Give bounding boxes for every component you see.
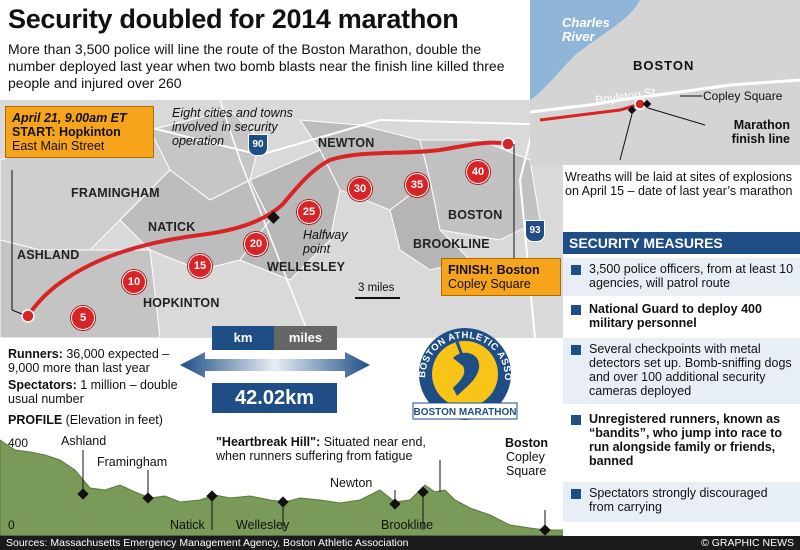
profile-wellesley: Wellesley <box>236 518 290 532</box>
wreaths-note: Wreaths will be laid at sites of explosi… <box>565 170 793 198</box>
spectators-text: Spectators: 1 million – double usual num… <box>8 378 178 406</box>
town-brookline: BROOKLINE <box>413 237 490 251</box>
profile-newton: Newton <box>330 476 373 490</box>
town-framingham: FRAMINGHAM <box>71 186 160 200</box>
heartbreak-note: "Heartbreak Hill": Situated near end, wh… <box>216 435 426 463</box>
town-boston: BOSTON <box>448 208 503 222</box>
profile-heading: PROFILE (Elevation in feet) <box>8 413 163 427</box>
eight-cities-note: Eight cities and towns involved in secur… <box>172 106 293 148</box>
mile-marker-25: 25 <box>297 200 321 224</box>
route-map-canvas <box>0 100 563 338</box>
baa-logo: BOSTON ATHLETIC ASSOCIATION BOSTON MARAT… <box>403 318 518 420</box>
measure-item: 3,500 police officers, from at least 10 … <box>563 258 800 296</box>
distance-value: 42.02km <box>212 383 337 413</box>
bullet-icon <box>571 415 581 425</box>
profile-y-bottom: 0 <box>8 518 15 532</box>
inset-map: Charles River BOSTON Boylston St. Copley… <box>530 0 800 165</box>
mile-marker-10: 10 <box>122 270 146 294</box>
profile-copley: Copley <box>506 450 545 464</box>
halfway-note: Halfway point <box>303 228 348 256</box>
footer-bar: Sources: Massachusetts Emergency Managem… <box>0 536 800 550</box>
bullet-icon <box>571 265 581 275</box>
measure-item: National Guard to deploy 400 military pe… <box>563 298 800 336</box>
start-callout: April 21, 9.00am ET START: Hopkinton Eas… <box>5 106 154 158</box>
elevation-profile <box>0 439 563 536</box>
security-measures-title: SECURITY MEASURES <box>563 232 800 254</box>
page-title: Security doubled for 2014 marathon <box>8 4 459 34</box>
bullet-icon <box>571 345 581 355</box>
profile-y-top: 400 <box>8 436 29 450</box>
credit-text: © GRAPHIC NEWS <box>701 537 794 549</box>
start-label: START: Hopkinton <box>12 125 121 139</box>
town-wellesley: WELLESLEY <box>267 260 346 274</box>
profile-brookline: Brookline <box>381 518 434 532</box>
scale-label: 3 miles <box>358 282 395 294</box>
runners-text: Runners: 36,000 expected – 9,000 more th… <box>8 347 170 375</box>
intro-text: More than 3,500 police will line the rou… <box>8 41 505 91</box>
measure-item: Several checkpoints with metal detectors… <box>563 338 800 404</box>
mile-marker-5: 5 <box>71 306 95 330</box>
mile-marker-30: 30 <box>348 177 372 201</box>
finish-line-label: Marathon finish line <box>731 118 790 146</box>
mile-marker-40: 40 <box>466 160 490 184</box>
measure-item: Spectators strongly discouraged from car… <box>563 482 800 522</box>
bullet-icon <box>571 489 581 499</box>
profile-boston: Boston <box>505 436 549 450</box>
river-label: Charles River <box>562 15 610 44</box>
security-measures-panel: SECURITY MEASURES 3,500 police officers,… <box>563 232 800 522</box>
mile-marker-15: 15 <box>188 254 212 278</box>
inset-city-label: BOSTON <box>633 58 695 73</box>
profile-framingham: Framingham <box>97 455 168 469</box>
bullet-icon <box>571 305 581 315</box>
profile-ashland: Ashland <box>61 434 107 448</box>
start-date: April 21, 9.00am ET <box>12 111 127 125</box>
profile-natick: Natick <box>170 518 205 532</box>
miles-label: miles <box>274 326 337 350</box>
town-ashland: ASHLAND <box>17 248 80 262</box>
sources-text: Sources: Massachusetts Emergency Managem… <box>6 537 409 549</box>
finish-sub: Copley Square <box>448 277 531 291</box>
finish-callout: FINISH: Boston Copley Square <box>441 258 561 296</box>
highway-93-icon: 93 <box>525 220 545 242</box>
highway-90-icon: 90 <box>248 134 268 156</box>
town-natick: NATICK <box>148 220 196 234</box>
distance-arrow-icon <box>180 352 370 378</box>
copley-square-label: Copley Square <box>703 89 783 103</box>
logo-banner-text: BOSTON MARATHON <box>414 407 517 418</box>
town-hopkinton: HOPKINTON <box>143 296 220 310</box>
unit-toggle: km miles <box>212 326 337 350</box>
mile-marker-20: 20 <box>244 232 268 256</box>
km-label: km <box>233 330 253 345</box>
measure-item: Unregistered runners, known as “bandits”… <box>563 408 800 478</box>
route-map: April 21, 9.00am ET START: Hopkinton Eas… <box>0 100 563 338</box>
mile-marker-35: 35 <box>405 173 429 197</box>
start-sub: East Main Street <box>12 139 105 153</box>
profile-square: Square <box>506 464 547 478</box>
town-newton: NEWTON <box>318 136 375 150</box>
finish-label: FINISH: Boston <box>448 263 540 277</box>
